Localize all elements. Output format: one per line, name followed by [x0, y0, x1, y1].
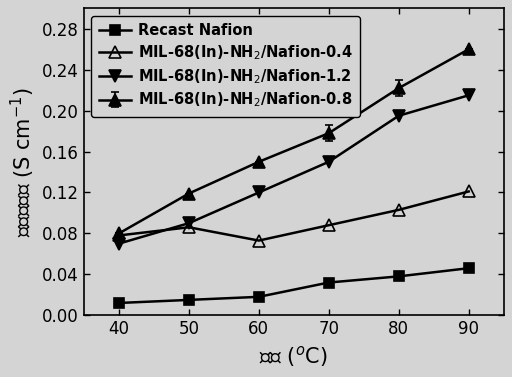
MIL-68(In)-NH$_2$/Nafion-0.4 [116, 233, 122, 238]
Recast Nafion [326, 280, 332, 285]
MIL-68(In)-NH$_2$/Nafion-0.4 [396, 208, 402, 212]
MIL-68(In)-NH$_2$/Nafion-1.2 [256, 190, 262, 195]
Recast Nafion [396, 274, 402, 279]
Legend: Recast Nafion, MIL-68(In)-NH$_2$/Nafion-0.4, MIL-68(In)-NH$_2$/Nafion-1.2, MIL-6: Recast Nafion, MIL-68(In)-NH$_2$/Nafion-… [91, 15, 360, 116]
Recast Nafion [116, 301, 122, 305]
X-axis label: 温度 ($^o$C): 温度 ($^o$C) [260, 344, 328, 369]
Line: MIL-68(In)-NH$_2$/Nafion-1.2: MIL-68(In)-NH$_2$/Nafion-1.2 [113, 90, 474, 249]
MIL-68(In)-NH$_2$/Nafion-0.4 [326, 223, 332, 227]
Line: MIL-68(In)-NH$_2$/Nafion-0.4: MIL-68(In)-NH$_2$/Nafion-0.4 [113, 186, 474, 246]
Y-axis label: 质子传导率 (S cm$^{-1}$): 质子传导率 (S cm$^{-1}$) [8, 87, 36, 237]
MIL-68(In)-NH$_2$/Nafion-1.2 [326, 159, 332, 164]
Recast Nafion [465, 266, 472, 270]
MIL-68(In)-NH$_2$/Nafion-1.2 [186, 221, 192, 225]
MIL-68(In)-NH$_2$/Nafion-0.4 [186, 225, 192, 230]
Recast Nafion [256, 294, 262, 299]
MIL-68(In)-NH$_2$/Nafion-0.4 [465, 189, 472, 194]
MIL-68(In)-NH$_2$/Nafion-0.4 [256, 238, 262, 243]
MIL-68(In)-NH$_2$/Nafion-1.2 [116, 241, 122, 246]
MIL-68(In)-NH$_2$/Nafion-1.2 [465, 93, 472, 98]
MIL-68(In)-NH$_2$/Nafion-1.2 [396, 113, 402, 118]
Recast Nafion [186, 298, 192, 302]
Line: Recast Nafion: Recast Nafion [114, 263, 474, 308]
